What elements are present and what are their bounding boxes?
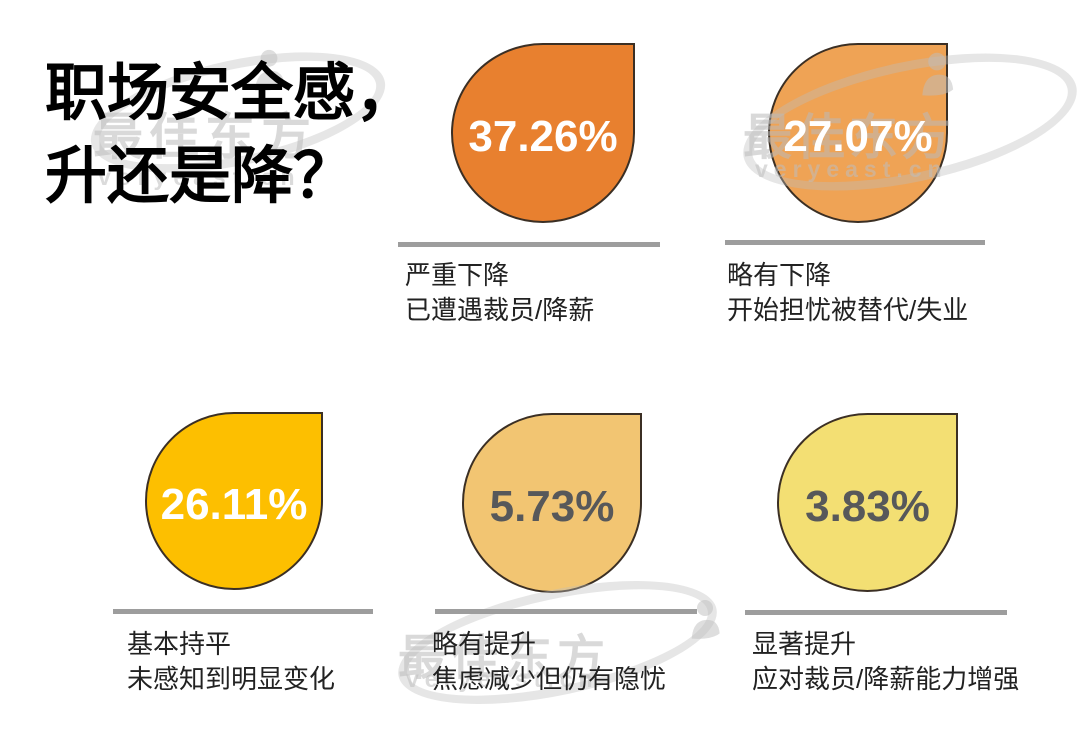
stat-label-desc: 应对裁员/降薪能力增强 xyxy=(752,664,1020,694)
stat-value: 27.07% xyxy=(783,112,933,161)
stat-drop-severe-decline: 37.26% xyxy=(451,43,635,223)
stat-drop-notable-rise: 3.83% xyxy=(777,413,958,592)
stat-label-desc: 未感知到明显变化 xyxy=(127,664,336,694)
stat-label: 基本持平 未感知到明显变化 xyxy=(127,627,335,697)
page-title-line1: 职场安全感， xyxy=(45,59,418,128)
page-title-line2: 升还是降？ xyxy=(45,142,356,211)
divider xyxy=(435,609,697,614)
stat-label: 严重下降 已遭遇裁员/降薪 xyxy=(405,258,594,328)
stat-label: 略有下降 开始担忧被替代/失业 xyxy=(727,258,968,328)
stat-label-desc: 已遭遇裁员/降薪 xyxy=(405,295,595,325)
stat-label-title: 显著提升 xyxy=(752,629,857,659)
divider xyxy=(745,610,1007,615)
divider xyxy=(725,240,985,245)
divider xyxy=(398,242,660,247)
stat-value: 37.26% xyxy=(468,112,618,161)
stat-label-title: 略有提升 xyxy=(432,629,537,659)
stat-label-title: 严重下降 xyxy=(405,260,510,290)
stat-drop-slight-decline: 27.07% xyxy=(768,43,948,223)
watermark-person-icon xyxy=(691,600,720,639)
divider xyxy=(113,609,373,614)
page-title: 职场安全感， 升还是降？ xyxy=(45,52,417,218)
stat-value: 5.73% xyxy=(489,482,615,531)
stat-label-title: 基本持平 xyxy=(127,629,232,659)
stat-label-title: 略有下降 xyxy=(727,260,832,290)
stat-drop-slight-rise: 5.73% xyxy=(462,413,642,593)
stat-value: 3.83% xyxy=(805,481,930,531)
stat-label: 显著提升 应对裁员/降薪能力增强 xyxy=(752,627,1019,697)
stat-label-desc: 开始担忧被替代/失业 xyxy=(727,295,969,325)
stat-label: 略有提升 焦虑减少但仍有隐忧 xyxy=(432,627,666,697)
stat-value: 26.11% xyxy=(160,480,308,529)
stat-drop-unchanged: 26.11% xyxy=(145,412,323,590)
stat-label-desc: 焦虑减少但仍有隐忧 xyxy=(432,664,667,694)
